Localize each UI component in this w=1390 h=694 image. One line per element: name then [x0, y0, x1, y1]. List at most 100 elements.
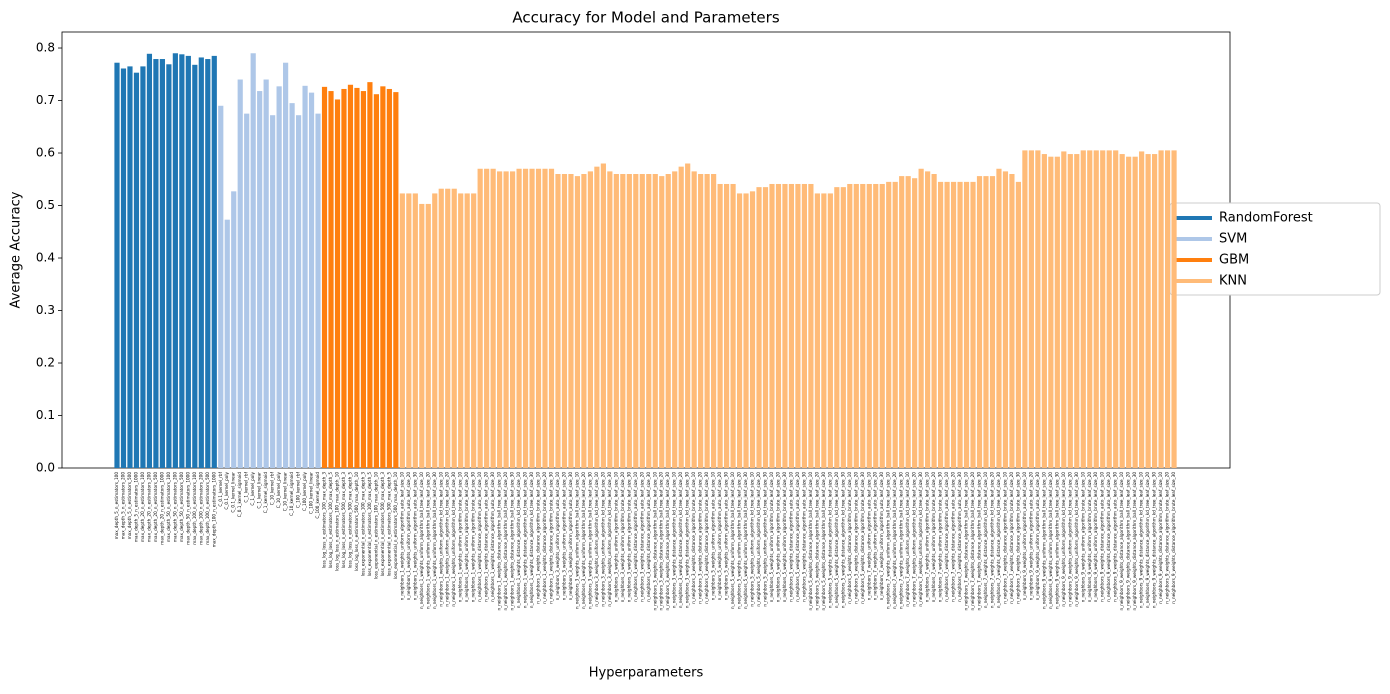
x-tick-label: loss_exponential_n_estimators_100_max_de… [360, 472, 365, 577]
bar [166, 64, 172, 469]
x-tick-label: n_neighbors_3_weights_distance_algorithm… [685, 472, 690, 608]
bar [218, 105, 224, 469]
bar [120, 68, 127, 468]
y-tick-label: 0.7 [36, 93, 55, 107]
x-tick-label: n_neighbors_1_weights_uniform_algorithm_… [471, 472, 476, 603]
x-tick-label: n_neighbors_5_weights_distance_algorithm… [860, 472, 865, 604]
x-tick-label: n_neighbors_7_weights_distance_algorithm… [1002, 472, 1007, 604]
bar [535, 168, 542, 468]
bar [1022, 150, 1028, 469]
x-tick-label: n_neighbors_5_weights_distance_algorithm… [847, 472, 852, 604]
bar [1054, 156, 1060, 468]
y-tick-label: 0.4 [36, 251, 55, 265]
x-tick-label: n_neighbors_9_weights_uniform_algorithm_… [1028, 472, 1033, 601]
bar [717, 183, 723, 468]
bar [146, 53, 153, 469]
bar [685, 163, 691, 468]
x-tick-label: n_neighbors_7_weights_distance_algorithm… [970, 472, 975, 611]
bar [814, 193, 820, 469]
bar [555, 174, 561, 468]
bar [451, 188, 457, 468]
bar [633, 174, 639, 468]
x-tick-label: C_1_kernel_sigmoid [263, 472, 268, 514]
bar [925, 171, 931, 469]
x-tick-label: n_neighbors_3_weights_distance_algorithm… [633, 472, 638, 602]
bar [497, 171, 503, 469]
bar [827, 193, 833, 469]
bar [464, 193, 470, 469]
x-tick-label: n_neighbors_3_weights_uniform_algorithm_… [568, 472, 573, 601]
x-tick-label: max_depth_100_n_estimators_100 [192, 472, 197, 545]
bar [1106, 150, 1112, 469]
x-tick-label: n_neighbors_5_weights_uniform_algorithm_… [763, 472, 768, 607]
x-tick-label: n_neighbors_1_weights_distance_algorithm… [516, 472, 521, 608]
bar [1087, 150, 1093, 469]
x-tick-label: n_neighbors_9_weights_distance_algorithm… [1165, 472, 1170, 604]
x-tick-label: n_neighbors_3_weights_uniform_algorithm_… [607, 472, 612, 607]
bar [568, 174, 574, 468]
x-tick-label: loss_log_loss_n_estimators_500_max_depth… [354, 472, 359, 571]
bar [821, 193, 827, 469]
x-tick-label: n_neighbors_3_weights_distance_algorithm… [698, 472, 703, 604]
x-tick-label: max_depth_5_n_estimators_100 [114, 472, 119, 540]
x-tick-label: n_neighbors_3_weights_distance_algorithm… [646, 472, 651, 602]
x-tick-label: n_neighbors_7_weights_distance_algorithm… [989, 472, 994, 608]
bar [626, 174, 632, 468]
x-tick-label: max_depth_20_n_estimators_100 [140, 472, 145, 542]
x-tick-label: loss_exponential_n_estimators_500_max_de… [393, 472, 398, 579]
bar [756, 187, 762, 468]
x-tick-label: n_neighbors_9_weights_distance_algorithm… [1126, 472, 1131, 611]
bar [1002, 171, 1009, 469]
bar [1035, 150, 1041, 469]
x-tick-label: max_depth_50_n_estimators_200 [172, 472, 177, 542]
x-tick-label: n_neighbors_9_weights_uniform_algorithm_… [1093, 472, 1098, 603]
x-tick-label: max_depth_50_n_estimators_100 [166, 472, 171, 542]
x-tick-label: n_neighbors_3_weights_uniform_algorithm_… [620, 472, 625, 603]
bar [211, 55, 217, 469]
bar [548, 168, 555, 468]
x-tick-label: loss_log_loss_n_estimators_500_max_depth… [347, 472, 352, 569]
bar [957, 181, 963, 468]
x-tick-label: n_neighbors_5_weights_distance_algorithm… [834, 472, 839, 608]
bar [723, 183, 730, 468]
x-tick-label: n_neighbors_3_weights_distance_algorithm… [665, 472, 670, 611]
bar [762, 187, 769, 468]
bar [749, 191, 756, 468]
bar [950, 181, 957, 468]
x-tick-label: max_depth_20_n_estimators_200 [146, 472, 151, 542]
bar [114, 62, 120, 469]
bar [834, 187, 840, 468]
x-tick-label: n_neighbors_9_weights_uniform_algorithm_… [1067, 472, 1072, 607]
bar [1061, 151, 1067, 468]
x-tick-label: n_neighbors_5_weights_uniform_algorithm_… [711, 472, 716, 601]
bar [458, 193, 464, 469]
x-tick-label: n_neighbors_3_weights_distance_algorithm… [704, 472, 709, 604]
x-tick-label: n_neighbors_1_weights_distance_algorithm… [548, 472, 553, 604]
bar [639, 174, 645, 468]
bar [328, 91, 334, 469]
x-tick-label: n_neighbors_3_weights_distance_algorithm… [678, 472, 683, 608]
bar [646, 174, 652, 468]
bar [529, 168, 535, 468]
x-tick-label: n_neighbors_3_weights_uniform_algorithm_… [613, 472, 618, 603]
bar [1074, 154, 1080, 468]
x-tick-label: n_neighbors_5_weights_uniform_algorithm_… [750, 472, 755, 607]
bar [133, 72, 140, 468]
legend-label: RandomForest [1219, 211, 1313, 226]
x-tick-label: C_100_kernel_rbf [296, 471, 301, 507]
x-tick-label: n_neighbors_5_weights_distance_algorithm… [814, 472, 819, 611]
x-tick-label: n_neighbors_1_weights_uniform_algorithm_… [438, 472, 443, 607]
x-tick-label: loss_log_loss_n_estimators_500_max_depth… [341, 472, 346, 569]
x-tick-label: n_neighbors_9_weights_distance_algorithm… [1100, 472, 1105, 602]
bar [944, 181, 950, 468]
x-tick-label: n_neighbors_5_weights_distance_algorithm… [827, 472, 832, 608]
bar [270, 115, 276, 468]
bar [996, 168, 1002, 468]
bar [600, 163, 606, 468]
x-tick-label: n_neighbors_9_weights_distance_algorithm… [1145, 472, 1150, 608]
x-tick-label: C_100_kernel_sigmoid [315, 472, 320, 519]
y-axis-label: Average Accuracy [9, 191, 24, 308]
x-tick-label: n_neighbors_7_weights_uniform_algorithm_… [892, 472, 897, 609]
x-tick-label: n_neighbors_1_weights_uniform_algorithm_… [451, 472, 456, 607]
bar [678, 166, 684, 469]
